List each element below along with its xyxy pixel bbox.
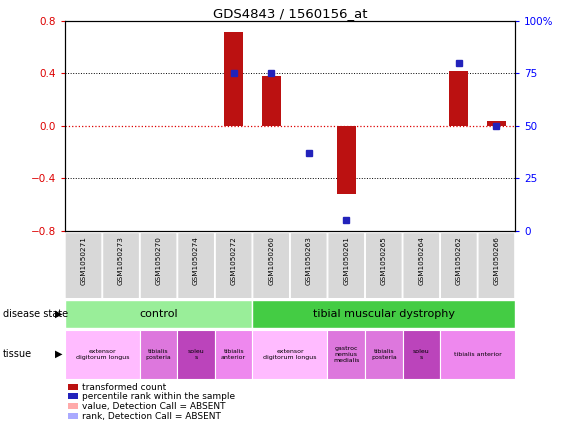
Bar	[487, 121, 506, 126]
Bar	[440, 330, 515, 379]
Text: value, Detection Call = ABSENT: value, Detection Call = ABSENT	[82, 402, 225, 411]
Text: GSM1050265: GSM1050265	[381, 236, 387, 286]
Text: ▶: ▶	[55, 349, 63, 359]
Text: rank, Detection Call = ABSENT: rank, Detection Call = ABSENT	[82, 412, 221, 421]
Text: control: control	[139, 309, 178, 319]
Text: GSM1050263: GSM1050263	[306, 236, 312, 286]
Text: tibialis
posteria: tibialis posteria	[146, 349, 172, 360]
FancyBboxPatch shape	[403, 233, 440, 299]
Text: percentile rank within the sample: percentile rank within the sample	[82, 392, 235, 401]
Text: soleu
s: soleu s	[413, 349, 430, 360]
Bar	[224, 32, 243, 126]
Bar	[65, 300, 252, 328]
Text: extensor
digitorum longus: extensor digitorum longus	[263, 349, 317, 360]
Bar	[365, 330, 403, 379]
Bar	[252, 300, 515, 328]
Text: tibialis
anterior: tibialis anterior	[221, 349, 246, 360]
Text: tibial muscular dystrophy: tibial muscular dystrophy	[313, 309, 455, 319]
Text: GSM1050260: GSM1050260	[268, 236, 274, 286]
Text: disease state: disease state	[3, 309, 68, 319]
Bar	[252, 330, 328, 379]
Bar	[177, 330, 215, 379]
Text: transformed count: transformed count	[82, 382, 166, 392]
FancyBboxPatch shape	[440, 233, 477, 299]
Bar	[215, 330, 252, 379]
FancyBboxPatch shape	[478, 233, 515, 299]
FancyBboxPatch shape	[140, 233, 177, 299]
FancyBboxPatch shape	[178, 233, 215, 299]
FancyBboxPatch shape	[328, 233, 365, 299]
Text: ▶: ▶	[55, 309, 63, 319]
Title: GDS4843 / 1560156_at: GDS4843 / 1560156_at	[213, 7, 367, 20]
FancyBboxPatch shape	[253, 233, 289, 299]
Text: GSM1050271: GSM1050271	[81, 236, 87, 286]
Text: tibialis anterior: tibialis anterior	[454, 352, 502, 357]
FancyBboxPatch shape	[65, 233, 102, 299]
FancyBboxPatch shape	[102, 233, 140, 299]
Text: GSM1050274: GSM1050274	[193, 236, 199, 286]
Bar	[449, 71, 468, 126]
Bar	[337, 126, 356, 194]
Text: tissue: tissue	[3, 349, 32, 359]
Text: GSM1050261: GSM1050261	[343, 236, 349, 286]
Text: GSM1050264: GSM1050264	[418, 236, 425, 286]
Text: GSM1050272: GSM1050272	[231, 236, 236, 286]
FancyBboxPatch shape	[365, 233, 402, 299]
Bar	[328, 330, 365, 379]
Bar	[140, 330, 177, 379]
Text: gastroc
nemius
medialis: gastroc nemius medialis	[333, 346, 359, 363]
Text: tibialis
posteria: tibialis posteria	[371, 349, 397, 360]
Bar	[262, 76, 280, 126]
Text: GSM1050273: GSM1050273	[118, 236, 124, 286]
FancyBboxPatch shape	[215, 233, 252, 299]
FancyBboxPatch shape	[291, 233, 327, 299]
Text: GSM1050266: GSM1050266	[493, 236, 499, 286]
Text: GSM1050270: GSM1050270	[155, 236, 162, 286]
Bar	[65, 330, 140, 379]
Text: extensor
digitorum longus: extensor digitorum longus	[75, 349, 129, 360]
Text: GSM1050262: GSM1050262	[456, 236, 462, 286]
Text: soleu
s: soleu s	[187, 349, 204, 360]
Bar	[403, 330, 440, 379]
